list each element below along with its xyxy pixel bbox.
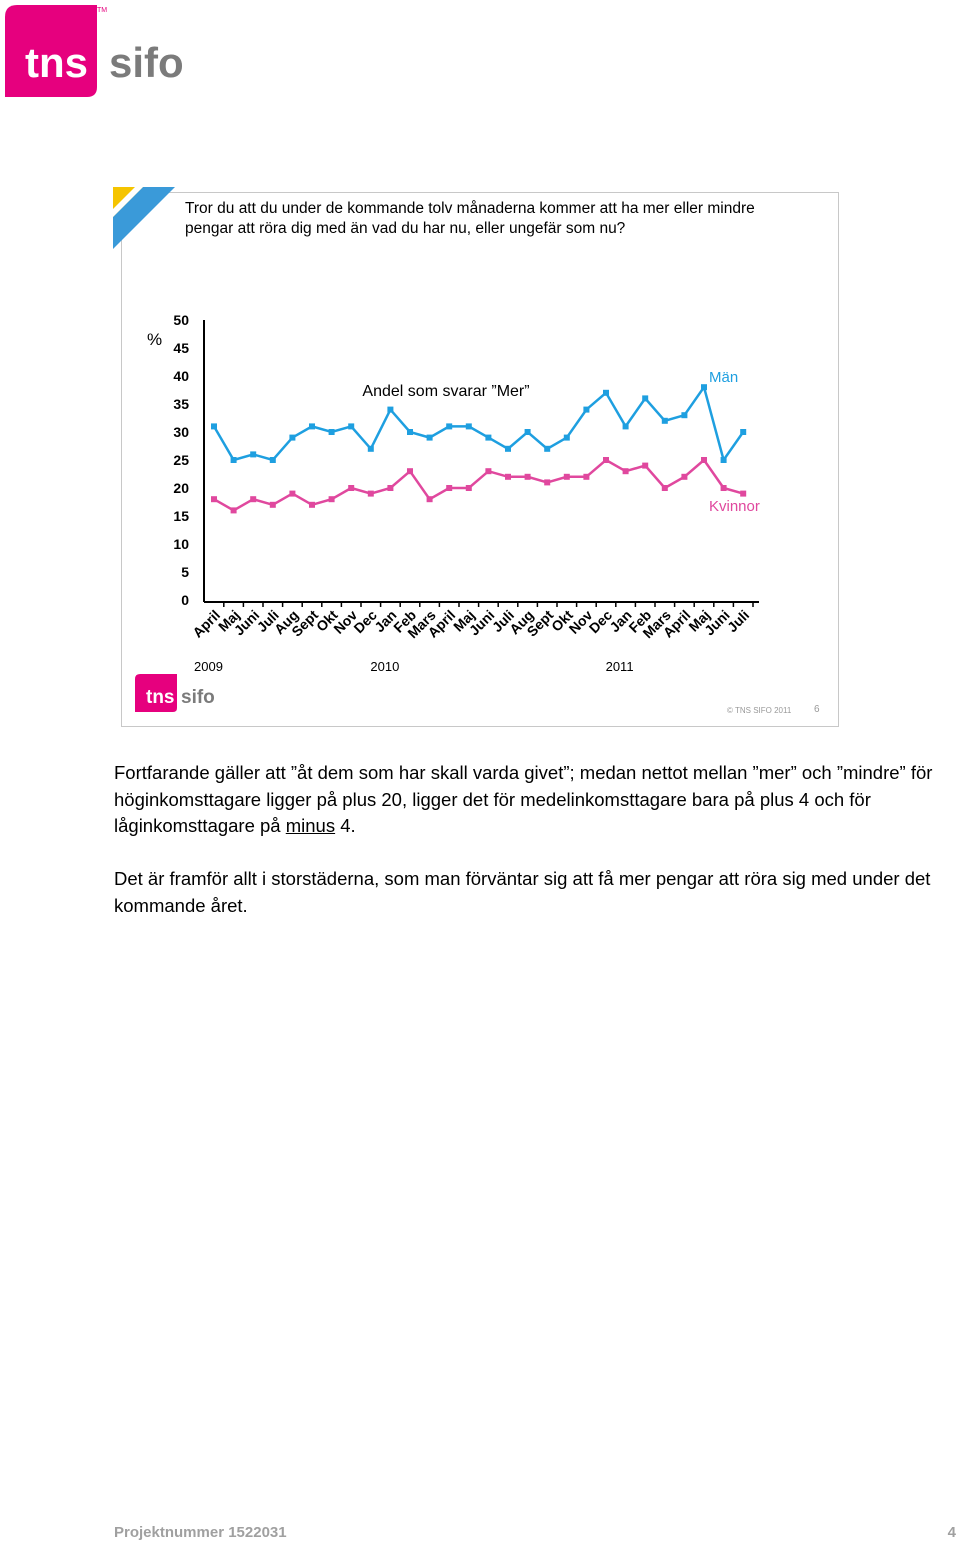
data-point xyxy=(367,490,374,497)
data-point xyxy=(622,423,629,430)
slide-logo-sifo-text: sifo xyxy=(181,687,215,708)
data-point xyxy=(622,468,629,475)
survey-question: Tror du att du under de kommande tolv må… xyxy=(185,200,755,237)
data-point xyxy=(583,473,590,480)
project-number: Projektnummer 1522031 xyxy=(114,1524,287,1541)
data-point xyxy=(603,457,609,463)
y-tick-label: 15 xyxy=(173,508,189,524)
slide-tns-sifo-logo: tns sifo xyxy=(135,674,215,712)
data-point xyxy=(740,429,747,435)
data-point xyxy=(603,389,609,396)
data-point xyxy=(348,423,355,430)
data-point xyxy=(563,473,570,480)
data-point xyxy=(544,479,551,486)
y-tick-label: 0 xyxy=(181,592,189,608)
data-point xyxy=(387,406,394,413)
legend-label: Kvinnor xyxy=(709,498,760,515)
corner-stripes-decoration xyxy=(113,187,175,249)
data-point xyxy=(289,490,296,497)
data-point xyxy=(661,485,668,491)
data-point xyxy=(250,451,257,458)
data-point xyxy=(701,457,707,463)
data-point xyxy=(485,434,492,441)
data-point xyxy=(309,423,315,430)
line-chart: % Andel som svarar ”Mer” 0 5 10 15 20 25 30 35 4… xyxy=(147,312,760,674)
y-tick-label: 30 xyxy=(173,424,189,440)
y-tick-label: 50 xyxy=(173,312,189,328)
data-point xyxy=(465,485,472,491)
paragraph-1: Fortfarande gäller att ”åt dem som har s… xyxy=(114,760,944,840)
data-point xyxy=(387,485,394,491)
data-point xyxy=(505,445,511,452)
logo-sifo-text: sifo xyxy=(109,39,184,86)
y-axis-label: % xyxy=(147,330,162,349)
logo-trademark: TM xyxy=(97,7,107,14)
data-point xyxy=(309,501,315,508)
y-tick-label: 10 xyxy=(173,536,189,552)
data-point xyxy=(524,473,531,480)
year-label: 2011 xyxy=(606,659,634,674)
data-point xyxy=(465,423,472,430)
data-point xyxy=(426,434,433,441)
data-point xyxy=(583,406,590,413)
data-point xyxy=(269,457,276,463)
y-tick-label: 5 xyxy=(181,564,189,580)
y-tick-label: 45 xyxy=(173,340,189,356)
data-point xyxy=(544,445,551,452)
data-point xyxy=(269,501,276,508)
data-point xyxy=(563,434,570,441)
y-tick-label: 35 xyxy=(173,396,189,412)
paragraph-1-text: Fortfarande gäller att ”åt dem som har s… xyxy=(114,762,933,836)
data-point xyxy=(328,429,335,435)
data-point xyxy=(681,412,688,419)
data-point xyxy=(446,423,453,430)
data-point xyxy=(211,496,217,503)
data-point xyxy=(485,468,492,475)
slide-logo-tns-text: tns xyxy=(146,687,175,708)
data-point xyxy=(211,423,217,430)
copyright-notice: © TNS SIFO 2011 xyxy=(727,706,792,715)
data-point xyxy=(524,429,531,435)
data-point xyxy=(642,395,649,402)
year-label: 2009 xyxy=(194,659,223,674)
data-point xyxy=(642,462,649,469)
data-point xyxy=(407,468,413,475)
slide-frame xyxy=(121,192,839,727)
slide-number: 6 xyxy=(814,704,820,715)
data-point xyxy=(446,485,453,491)
data-point xyxy=(681,473,688,480)
tns-sifo-logo: tns sifo TM xyxy=(5,5,184,97)
y-tick-label: 20 xyxy=(173,480,189,496)
logo-tns-text: tns xyxy=(25,39,88,86)
data-point xyxy=(230,457,237,463)
chart-title: Andel som svarar ”Mer” xyxy=(362,383,529,400)
legend-label: Män xyxy=(709,369,738,386)
data-point xyxy=(348,485,355,491)
data-point xyxy=(740,490,747,497)
series-line-m-n xyxy=(212,384,745,463)
paragraph-1-underlined: minus xyxy=(285,815,336,836)
data-point xyxy=(701,384,707,391)
data-point xyxy=(367,445,374,452)
year-label: 2010 xyxy=(370,659,399,674)
paragraph-1-end: 4. xyxy=(335,815,356,836)
y-tick-label: 25 xyxy=(173,452,189,468)
y-tick-label: 40 xyxy=(173,368,189,384)
page-number: 4 xyxy=(947,1524,956,1541)
x-tick-label: Juli xyxy=(724,607,752,635)
data-point xyxy=(720,485,727,491)
data-point xyxy=(720,457,727,463)
data-point xyxy=(407,429,413,435)
data-point xyxy=(250,496,257,503)
data-point xyxy=(661,417,668,424)
series-line-kvinnor xyxy=(213,458,744,512)
data-point xyxy=(230,507,237,514)
data-point xyxy=(289,434,296,441)
paragraph-2: Det är framför allt i storstäderna, som … xyxy=(114,868,931,916)
data-point xyxy=(505,473,511,480)
data-point xyxy=(328,496,335,503)
data-point xyxy=(426,496,433,503)
